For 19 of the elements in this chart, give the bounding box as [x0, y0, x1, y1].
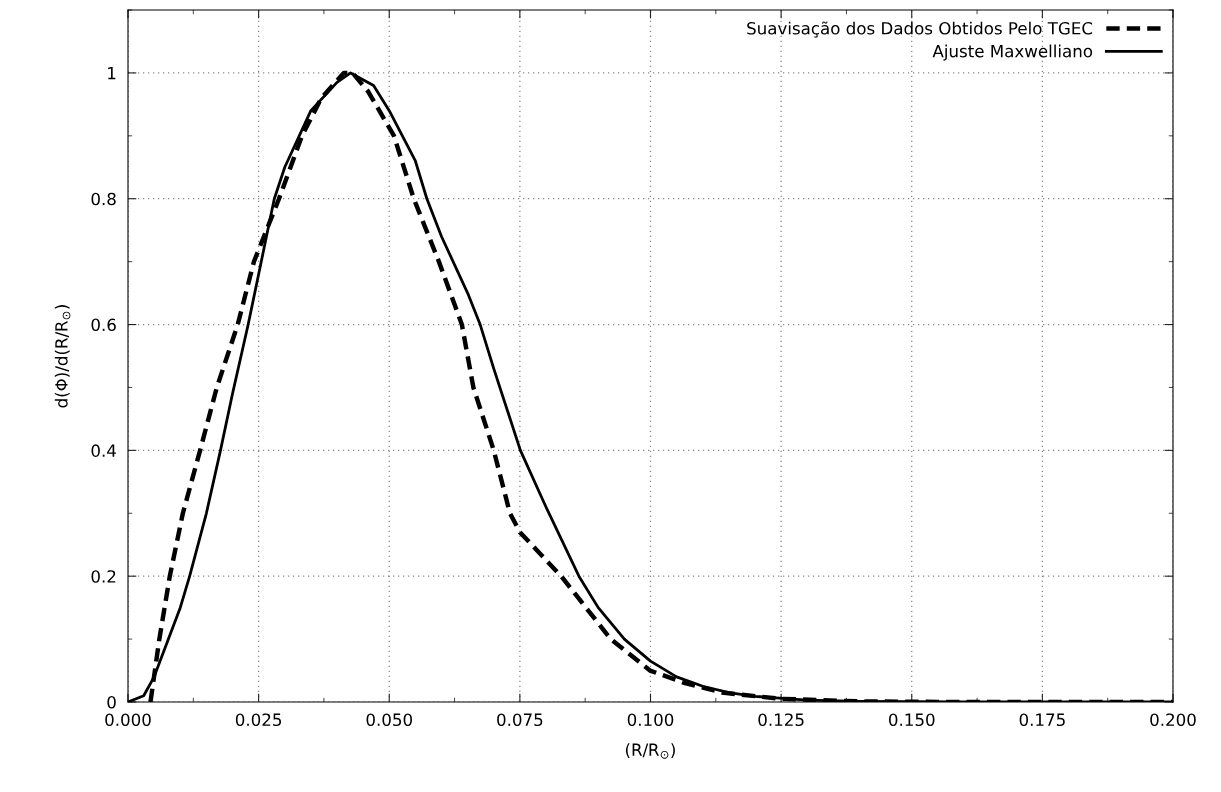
legend-label: Suavisação dos Dados Obtidos Pelo TGEC [747, 21, 1093, 38]
y-tick-label: 1 [108, 67, 116, 80]
x-tick-label: 0.075 [497, 713, 543, 727]
legend-label: Ajuste Maxwelliano [932, 44, 1093, 61]
y-tick-label: 0.6 [91, 318, 116, 332]
y-tick-label: 0.4 [91, 444, 116, 457]
x-tick-label: 0.050 [366, 713, 412, 727]
x-tick-label: 0.000 [105, 713, 151, 727]
x-axis-title: (R/R$_{⊙}$) [625, 743, 675, 759]
y-tick-label: 0.2 [91, 570, 116, 583]
y-tick-label: 0.8 [91, 192, 116, 206]
y-axis-title: d(Φ)/d(R/R$_{⊙}$) [54, 305, 71, 408]
x-tick-label: 0.025 [235, 713, 282, 727]
y-tick-label: 0 [107, 695, 116, 709]
x-tick-label: 0.200 [1150, 713, 1196, 727]
x-tick-label: 0.100 [627, 713, 674, 727]
x-tick-label: 0.175 [1019, 713, 1065, 727]
x-tick-label: 0.125 [758, 713, 804, 727]
x-tick-label: 0.150 [888, 713, 935, 727]
